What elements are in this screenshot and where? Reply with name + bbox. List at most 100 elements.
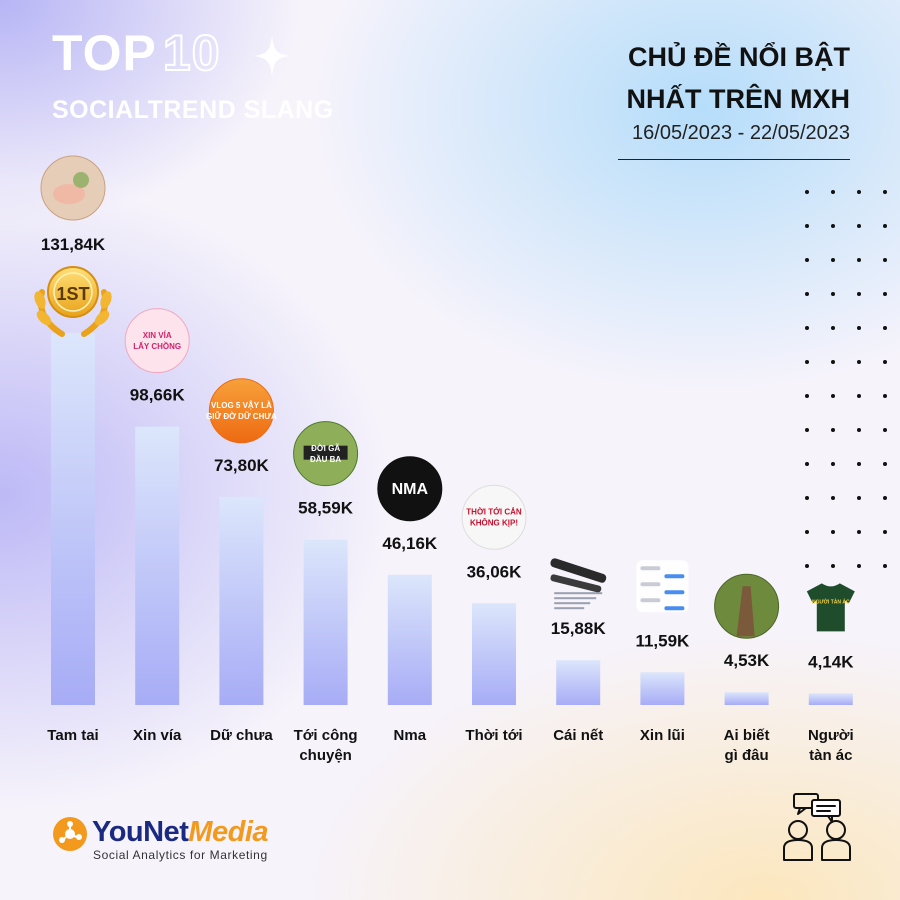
- bar-9: [724, 692, 769, 705]
- decor-dot: [883, 496, 887, 500]
- decor-dot: [883, 428, 887, 432]
- hand-shape: [73, 172, 89, 188]
- thumbnail-text: NMA: [392, 481, 429, 498]
- decor-dot: [831, 530, 835, 534]
- category-label-2: Xin vía: [133, 727, 182, 744]
- thumbnail-8: [636, 560, 689, 613]
- thumbnail-text: THỜI TỚI CẢN: [466, 507, 522, 516]
- top-word: TOP: [52, 25, 157, 81]
- thumbnail-7: [550, 558, 607, 610]
- date-range: 16/05/2023 - 22/05/2023: [632, 122, 850, 144]
- bar-6: [472, 603, 516, 705]
- decor-dot: [831, 224, 835, 228]
- decor-dot: [805, 190, 809, 194]
- decor-dot: [831, 496, 835, 500]
- sparkle-icon: [254, 36, 290, 76]
- decor-dot: [857, 428, 861, 432]
- chat-bubble: [640, 566, 661, 571]
- thumbnail-circle: [124, 308, 190, 374]
- decor-dot: [857, 394, 861, 398]
- decor-dot: [831, 258, 835, 262]
- decor-dot: [805, 292, 809, 296]
- decorative-dot-grid: [805, 190, 887, 568]
- decor-dot: [831, 462, 835, 466]
- chat-bubble: [664, 590, 685, 595]
- category-label-7: Cái nết: [553, 727, 603, 744]
- thumbnail-3: VLOG 5 VẬY LÀ GIỮ ĐỜ DỮ CHƯA: [206, 378, 277, 444]
- text-line: [554, 592, 603, 595]
- decor-dot: [857, 224, 861, 228]
- bar-3: [219, 496, 264, 705]
- tshirt-icon: [806, 583, 855, 632]
- category-label-4: Tới công: [294, 727, 358, 744]
- text-line: [554, 597, 597, 600]
- decor-dot: [805, 530, 809, 534]
- stick-icon: [550, 558, 607, 583]
- decor-dot: [831, 292, 835, 296]
- text-line: [554, 607, 585, 610]
- value-label-10: 4,14K: [808, 652, 854, 671]
- decor-dot: [805, 224, 809, 228]
- date-underline: [618, 159, 850, 160]
- decor-dot: [857, 564, 861, 568]
- decor-dot: [857, 258, 861, 262]
- category-label-6: Thời tới: [465, 727, 522, 744]
- thumbnail-text: ĐỜI GÃ: [311, 444, 340, 453]
- thumbnail-circle: [377, 456, 443, 522]
- thumbnail-text: NGƯỜI TÀN ÁC: [812, 597, 850, 605]
- decor-dot: [805, 496, 809, 500]
- decor-dot: [805, 258, 809, 262]
- category-label-4: chuyện: [299, 747, 352, 764]
- decor-dot: [883, 224, 887, 228]
- heading-line-2: NHẤT TRÊN MXH: [626, 84, 851, 114]
- thumbnail-1: [40, 155, 106, 221]
- decor-dot: [883, 462, 887, 466]
- decor-dot: [805, 462, 809, 466]
- caption-box: [303, 445, 348, 460]
- decor-dot: [883, 360, 887, 364]
- decor-dot: [857, 360, 861, 364]
- top-number: 10: [162, 24, 221, 82]
- thumbnail-text: VLOG 5 VẬY LÀ: [211, 401, 272, 410]
- thumbnail-5: NMA: [377, 456, 443, 522]
- category-label-8: Xin lũi: [640, 727, 685, 744]
- thumbnail-circle: [461, 484, 527, 550]
- thumbnail-6: THỜI TỚI CẢN KHÔNG KỊP!: [461, 484, 527, 550]
- decor-dot: [831, 394, 835, 398]
- chat-bubble: [640, 582, 661, 587]
- category-label-9: Ai biết: [724, 727, 770, 744]
- value-label-9: 4,53K: [724, 651, 770, 670]
- tree-trunk-shape: [736, 586, 755, 637]
- value-label-7: 15,88K: [551, 619, 607, 638]
- brand-name: YouNetMedia: [92, 816, 269, 849]
- thumbnail-text: ĐẦU BA: [310, 454, 341, 464]
- bar-10: [808, 693, 853, 705]
- decor-dot: [883, 326, 887, 330]
- decor-dot: [857, 292, 861, 296]
- thumbnail-text: LẤY CHỒNG: [133, 341, 181, 351]
- value-label-1: 131,84K: [41, 235, 106, 254]
- decor-dot: [805, 564, 809, 568]
- decor-dot: [857, 190, 861, 194]
- thumbnail-circle: [208, 378, 274, 444]
- category-label-9: gì đâu: [725, 747, 769, 764]
- category-label-1: Tam tai: [47, 727, 98, 744]
- value-label-4: 58,59K: [298, 499, 354, 518]
- decor-dot: [831, 564, 835, 568]
- brand-name-part2: Media: [188, 816, 269, 848]
- chat-bubble: [664, 606, 685, 611]
- younet-logo-icon: [53, 817, 87, 851]
- top-title: TOP 10: [52, 24, 221, 82]
- decor-dot: [857, 462, 861, 466]
- stick-icon: [550, 574, 602, 593]
- category-label-3: Dữ chưa: [210, 727, 273, 744]
- decor-dot: [883, 394, 887, 398]
- chart-heading: CHỦ ĐỀ NỔI BẬT NHẤT TRÊN MXH: [530, 36, 851, 120]
- bar-5: [387, 574, 432, 705]
- value-label-8: 11,59K: [635, 631, 690, 650]
- decor-dot: [857, 326, 861, 330]
- thumbnail-9: [714, 573, 780, 639]
- decor-dot: [883, 530, 887, 534]
- value-label-2: 98,66K: [130, 386, 186, 405]
